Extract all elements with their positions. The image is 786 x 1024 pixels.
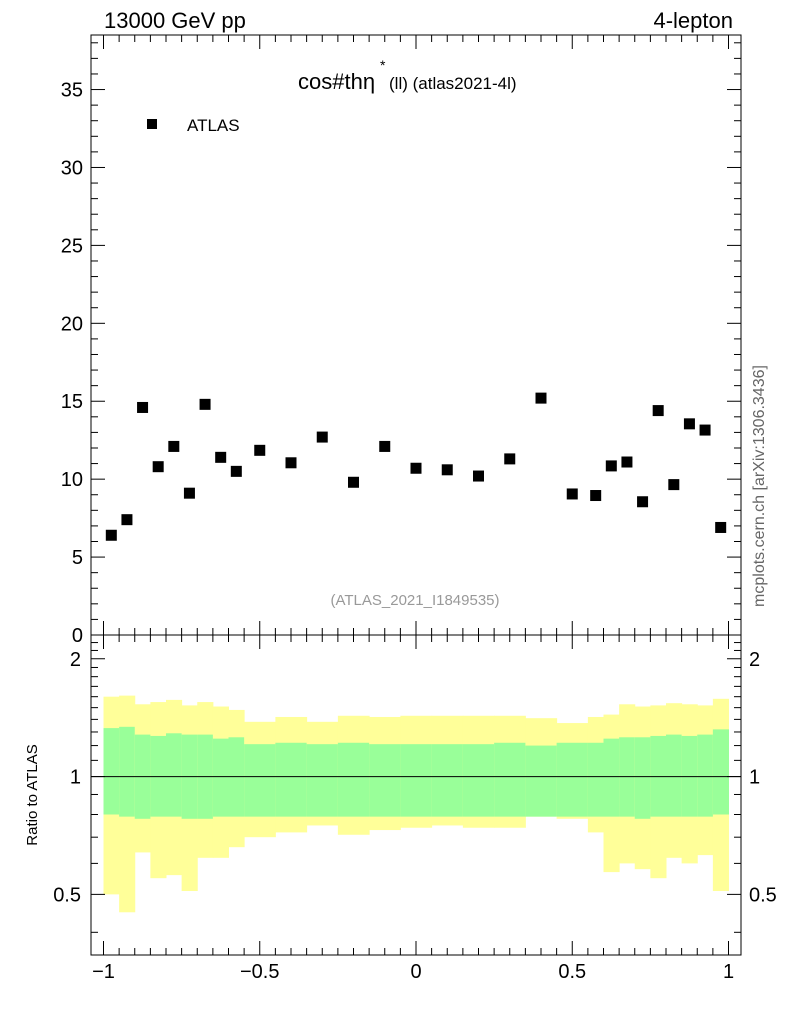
- data-point: [683, 418, 695, 430]
- ratio-y-axis-label: Ratio to ATLAS: [24, 744, 41, 845]
- ratio-y-tick-label-left: 2: [70, 649, 81, 671]
- band-inner-bin: [697, 734, 714, 817]
- ratio-y-tick-label-left: 1: [70, 767, 81, 789]
- data-point: [504, 453, 516, 465]
- data-point: [348, 476, 359, 488]
- ratio-y-tick-label-right: 0.5: [749, 884, 777, 906]
- ratio-y-tick-label-left: 0.5: [53, 884, 81, 906]
- band-inner-bin: [494, 742, 526, 817]
- main-y-tick-label: 35: [61, 80, 83, 102]
- band-inner-bin: [306, 744, 339, 817]
- band-inner-bin: [244, 744, 276, 817]
- data-point: [410, 462, 422, 474]
- data-point: [230, 465, 242, 477]
- data-point: [668, 479, 680, 491]
- data-point: [473, 470, 484, 482]
- data-point: [441, 464, 453, 476]
- band-inner-bin: [603, 738, 620, 817]
- side-label: mcplots.cern.ch [arXiv:1306.3436]: [751, 365, 768, 607]
- band-inner-bin: [556, 742, 589, 817]
- main-panel: 0 5 10 15 20 25 30 35 cos#thη * (ll) (atlas2021…: [61, 34, 742, 647]
- data-point: [199, 398, 211, 410]
- data-point: [621, 456, 633, 468]
- analysis-id: (ATLAS_2021_I1849535): [330, 592, 499, 609]
- band-inner-bin: [634, 737, 651, 819]
- data-point: [605, 460, 617, 472]
- band-inner-bin: [666, 734, 683, 817]
- data-point: [715, 521, 727, 533]
- data-point: [121, 514, 133, 526]
- chart-title: cos#thη: [298, 69, 375, 94]
- main-data-points: [105, 392, 727, 541]
- data-point: [152, 461, 164, 473]
- main-axis-ticks: 0 5 10 15 20 25 30 35: [61, 35, 741, 647]
- data-point: [316, 431, 328, 443]
- band-inner-bin: [431, 744, 464, 817]
- data-point: [699, 424, 711, 436]
- x-tick-label: 1: [723, 961, 734, 983]
- process-label: 4-lepton: [653, 8, 733, 33]
- data-point: [637, 496, 649, 508]
- main-y-tick-label: 20: [61, 313, 83, 335]
- band-inner-bin: [119, 726, 136, 817]
- main-y-tick-label: 5: [72, 547, 83, 569]
- ratio-y-tick-label-right: 2: [749, 649, 760, 671]
- data-point: [379, 440, 391, 452]
- energy-label: 13000 GeV pp: [104, 8, 246, 33]
- x-tick-label: 0.5: [558, 961, 586, 983]
- band-inner-bin: [400, 744, 433, 817]
- title-subscript: (ll) (atlas2021-4l): [389, 74, 517, 93]
- data-point: [590, 490, 602, 502]
- title-main: cos#thη: [298, 69, 375, 94]
- band-inner-bin: [587, 742, 604, 817]
- main-y-tick-label: 10: [61, 469, 83, 491]
- data-point: [215, 451, 227, 463]
- band-inner-bin: [712, 729, 729, 815]
- band-inner-bin: [369, 744, 401, 817]
- title-superscript: *: [380, 57, 386, 73]
- band-inner-bin: [337, 742, 370, 817]
- x-tick-label: 0: [410, 961, 421, 983]
- ratio-axis-ticks: 0.5 0.5 1 1 2 2 −1 −0.5 0 0.5 1: [53, 635, 777, 983]
- data-point: [137, 401, 149, 413]
- band-inner-bin: [525, 745, 558, 817]
- x-tick-label: −1: [92, 961, 115, 983]
- data-point: [168, 440, 180, 452]
- data-point: [254, 444, 266, 456]
- ratio-bands: [103, 695, 729, 913]
- legend-marker: [147, 119, 157, 129]
- band-inner-bin: [462, 744, 495, 817]
- main-y-tick-label: 25: [61, 235, 83, 257]
- band-inner-bin: [212, 738, 229, 817]
- ratio-frame: [90, 634, 742, 956]
- legend-label: ATLAS: [187, 116, 240, 135]
- data-point: [535, 392, 547, 404]
- ratio-panel: 0.5 0.5 1 1 2 2 −1 −0.5 0 0.5 1 Ratio to ATLAS: [24, 634, 777, 983]
- data-point: [285, 457, 297, 469]
- ratio-y-tick-label-right: 1: [749, 767, 760, 789]
- x-tick-label: −0.5: [240, 961, 279, 983]
- data-point: [105, 529, 117, 541]
- band-inner-bin: [275, 742, 308, 817]
- main-y-tick-label: 0: [72, 625, 83, 647]
- data-point: [183, 487, 195, 499]
- main-y-tick-label: 30: [61, 157, 83, 179]
- data-point: [652, 405, 664, 417]
- band-inner-bin: [166, 733, 183, 817]
- main-y-tick-label: 15: [61, 391, 83, 413]
- band-inner-bin: [103, 728, 120, 815]
- data-point: [566, 488, 578, 500]
